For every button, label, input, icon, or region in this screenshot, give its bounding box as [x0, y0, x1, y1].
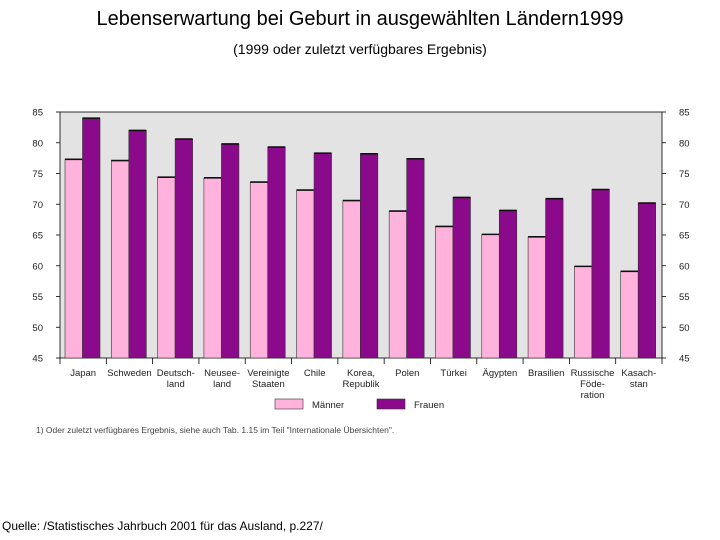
legend-swatch: [274, 398, 304, 410]
bar-frauen: [267, 146, 286, 359]
x-category-label: Korea, Republik: [343, 368, 380, 390]
bar-frauen: [174, 138, 193, 359]
bar-maenner: [435, 226, 454, 359]
bar-maenner: [111, 160, 130, 359]
x-category-label-line: Russische: [571, 368, 615, 379]
x-category-label: Vereinigte Staaten: [247, 368, 289, 390]
y-tick-label-right: 65: [679, 231, 690, 242]
bar-frauen: [406, 158, 425, 359]
y-tick-label-left: 65: [32, 231, 43, 242]
y-tick-label-left: 60: [32, 261, 43, 272]
x-category-label-line: land: [213, 379, 231, 390]
x-category-label-line: Ägypten: [482, 368, 517, 379]
x-category-label-line: Staaten: [252, 379, 285, 390]
bar-maenner: [64, 159, 83, 359]
x-category-label-line: Chile: [304, 368, 326, 379]
x-category-label-line: Vereinigte: [247, 368, 289, 379]
x-category-label: Deutsch-land: [157, 368, 195, 390]
chart-title: Lebenserwartung bei Geburt in ausgewählt…: [96, 8, 624, 30]
bar-frauen: [498, 210, 518, 359]
bar-frauen: [221, 143, 240, 359]
bar-frauen: [637, 202, 656, 359]
x-category-label: Neusee-land: [204, 368, 240, 390]
y-tick-label-left: 50: [32, 323, 43, 334]
y-tick-label-left: 80: [32, 138, 43, 149]
source-note: Quelle: /Statistisches Jahrbuch 2001 für…: [2, 519, 323, 533]
legend-swatch: [376, 398, 406, 410]
y-tick-label-left: 70: [32, 200, 43, 211]
x-category-label-line: Korea,: [347, 368, 375, 379]
bar-frauen: [82, 117, 101, 359]
y-tick-label-right: 55: [679, 292, 690, 303]
x-category-label-line: Kasach-: [621, 368, 656, 379]
x-category-label-line: Schweden: [107, 368, 151, 379]
x-category-label: Schweden: [107, 368, 151, 379]
x-category-label-line: Neusee-: [204, 368, 240, 379]
bar-maenner: [481, 234, 500, 359]
y-tick-label-right: 70: [679, 200, 690, 211]
bar-maenner: [388, 210, 407, 359]
x-category-label: Türkei: [440, 368, 466, 379]
legend-label: Frauen: [414, 400, 444, 411]
x-category-label: Ägypten: [482, 368, 517, 379]
bar-frauen: [591, 189, 610, 359]
x-category-label-line: Türkei: [440, 368, 466, 379]
bar-maenner: [342, 200, 361, 359]
x-category-label-line: Polen: [395, 368, 419, 379]
x-category-label-line: stan: [630, 379, 648, 390]
y-tick-label-right: 75: [679, 169, 690, 180]
x-category-label: Russische Föde-ration: [571, 368, 615, 401]
x-category-label-line: ration: [581, 390, 605, 401]
x-category-label: Polen: [395, 368, 419, 379]
x-category-label: Kasach-stan: [621, 368, 656, 390]
y-tick-label-right: 45: [679, 354, 690, 365]
x-category-label-line: Deutsch-: [157, 368, 195, 379]
bar-frauen: [128, 130, 147, 359]
y-tick-label-left: 75: [32, 169, 43, 180]
bar-frauen: [545, 198, 564, 359]
x-category-label: Chile: [304, 368, 326, 379]
y-tick-label-right: 50: [679, 323, 690, 334]
bar-maenner: [203, 177, 222, 359]
x-category-label: Japan: [70, 368, 96, 379]
x-category-label-line: Republik: [343, 379, 380, 390]
bar-maenner: [620, 270, 639, 359]
y-tick-label-right: 85: [679, 108, 690, 119]
bar-maenner: [527, 236, 546, 359]
legend-label: Männer: [312, 400, 344, 411]
x-category-label-line: Föde-: [580, 379, 605, 390]
bar-maenner: [249, 181, 269, 359]
bar-maenner: [157, 176, 176, 359]
x-category-label: Brasilien: [528, 368, 564, 379]
bar-maenner: [574, 266, 593, 359]
bar-maenner: [296, 189, 315, 359]
bar-frauen: [360, 153, 379, 359]
y-tick-label-right: 80: [679, 138, 690, 149]
x-category-label-line: Brasilien: [528, 368, 564, 379]
x-category-label-line: land: [167, 379, 185, 390]
y-tick-label-right: 60: [679, 261, 690, 272]
y-tick-label-left: 55: [32, 292, 43, 303]
footnote: 1) Oder zuletzt verfügbares Ergebnis, si…: [36, 425, 394, 435]
y-tick-label-left: 45: [32, 354, 43, 365]
chart-subtitle: (1999 oder zuletzt verfügbares Ergebnis): [233, 41, 487, 57]
bar-frauen: [452, 197, 471, 359]
y-tick-label-left: 85: [32, 108, 43, 119]
x-category-label-line: Japan: [70, 368, 96, 379]
bar-frauen: [313, 152, 332, 359]
